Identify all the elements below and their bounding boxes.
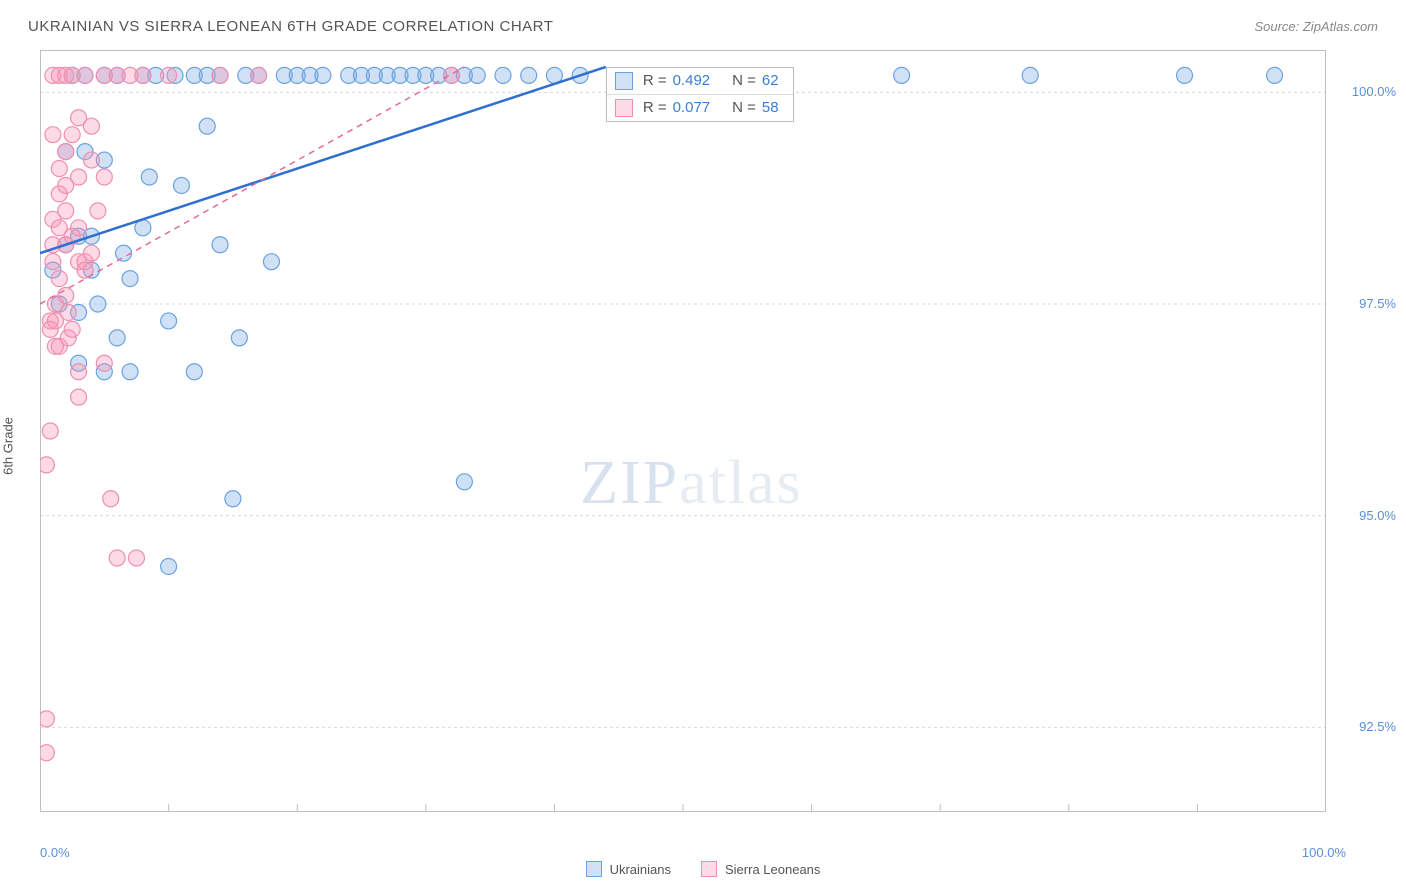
stats-box: R = 0.492 N = 62 R = 0.077 N = 58 bbox=[606, 67, 794, 122]
legend-label: Sierra Leoneans bbox=[725, 862, 820, 877]
stat-r-value: 0.077 bbox=[673, 99, 711, 116]
legend-swatch bbox=[586, 861, 602, 877]
chart-title: UKRAINIAN VS SIERRA LEONEAN 6TH GRADE CO… bbox=[28, 18, 553, 35]
plot-area: ZIPatlas R = 0.492N = 62R = 0.077N = 58 … bbox=[40, 50, 1326, 812]
y-tick-label: 100.0% bbox=[1352, 84, 1396, 99]
x-end-label: 100.0% bbox=[1302, 845, 1346, 860]
stat-r-value: 0.492 bbox=[673, 72, 711, 89]
chart-header: UKRAINIAN VS SIERRA LEONEAN 6TH GRADE CO… bbox=[28, 18, 1378, 35]
scatter-svg bbox=[40, 50, 1326, 812]
legend-label: Ukrainians bbox=[610, 862, 671, 877]
stat-r-label: R = bbox=[643, 72, 667, 89]
stat-r-label: R = bbox=[643, 99, 667, 116]
y-tick-label: 97.5% bbox=[1359, 296, 1396, 311]
stat-n-value: 58 bbox=[762, 99, 779, 116]
legend-item: Sierra Leoneans bbox=[701, 861, 820, 877]
y-tick-label: 95.0% bbox=[1359, 508, 1396, 523]
x-start-label: 0.0% bbox=[40, 845, 70, 860]
chart-source: Source: ZipAtlas.com bbox=[1254, 19, 1378, 34]
stats-swatch bbox=[615, 99, 633, 117]
y-tick-label: 92.5% bbox=[1359, 719, 1396, 734]
legend-swatch bbox=[701, 861, 717, 877]
legend-bottom: Ukrainians Sierra Leoneans bbox=[0, 861, 1406, 877]
legend-item: Ukrainians bbox=[586, 861, 671, 877]
stats-row: R = 0.492 N = 62 bbox=[607, 68, 793, 94]
stat-n-label: N = bbox=[732, 99, 756, 116]
stats-swatch bbox=[615, 72, 633, 90]
stat-n-label: N = bbox=[732, 72, 756, 89]
stat-n-value: 62 bbox=[762, 72, 779, 89]
stats-row: R = 0.077 N = 58 bbox=[607, 94, 793, 121]
y-axis-label: 6th Grade bbox=[1, 417, 16, 475]
